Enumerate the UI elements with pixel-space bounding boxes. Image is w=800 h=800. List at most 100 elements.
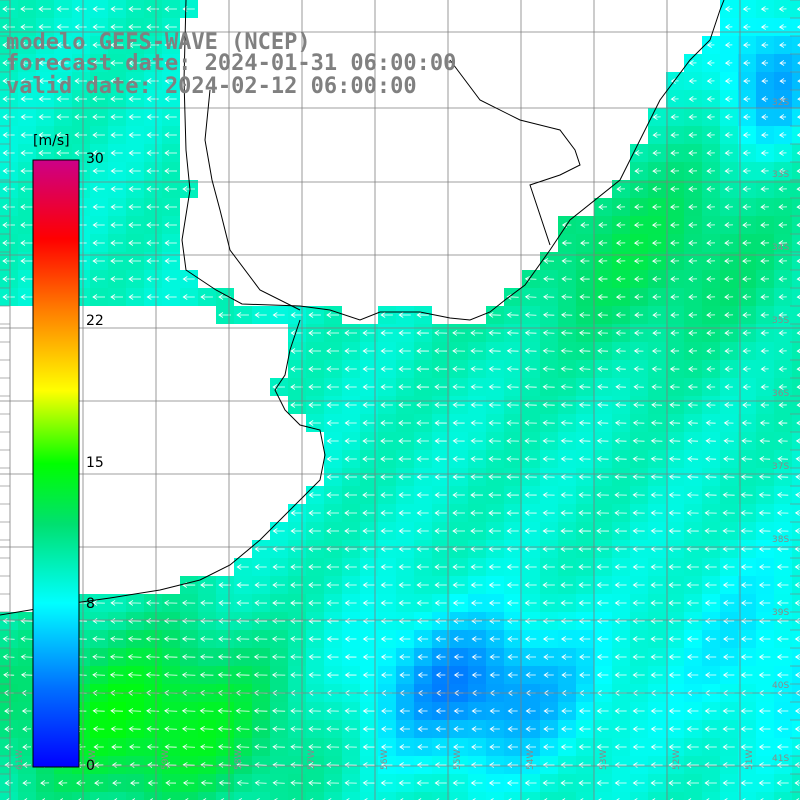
wind-arrow (542, 420, 555, 426)
wind-arrow (2, 114, 15, 120)
wind-arrow (471, 672, 482, 678)
wind-arrow (326, 654, 339, 660)
wind-arrow (92, 708, 105, 714)
wind-arrow (688, 348, 697, 354)
wind-arrow (2, 276, 15, 282)
wind-arrow (597, 384, 609, 390)
wind-arrow (163, 654, 178, 660)
wind-arrow (632, 744, 645, 750)
wind-cell (792, 414, 800, 432)
wind-arrow (59, 798, 64, 800)
wind-arrow (24, 798, 28, 800)
wind-arrow (22, 726, 32, 732)
wind-arrow (398, 348, 411, 354)
latitude-label: 41S (772, 754, 789, 764)
wind-arrow (742, 366, 751, 372)
wind-arrow (380, 474, 393, 480)
wind-arrow (632, 762, 645, 768)
wind-arrow (651, 240, 662, 246)
wind-arrow (146, 168, 159, 174)
wind-arrow (380, 744, 393, 750)
wind-arrow (434, 762, 447, 768)
wind-arrow (742, 384, 751, 390)
wind-arrow (92, 150, 105, 156)
wind-arrow (670, 240, 680, 246)
wind-arrow (686, 744, 699, 750)
wind-arrow (344, 762, 357, 768)
wind-arrow (668, 636, 681, 642)
wind-arrow (398, 420, 412, 426)
wind-arrow (704, 510, 717, 516)
wind-arrow (308, 600, 321, 606)
wind-cell (792, 378, 800, 396)
wind-arrow (688, 186, 698, 192)
wind-arrow (399, 654, 411, 660)
wind-arrow (598, 222, 608, 228)
wind-arrow (650, 708, 663, 714)
wind-arrow (199, 726, 214, 732)
wind-arrow (650, 474, 663, 480)
wind-arrow (470, 762, 483, 768)
wind-arrow (741, 600, 753, 606)
wind-arrow (579, 654, 591, 660)
wind-arrow (416, 402, 430, 408)
wind-arrow (290, 600, 304, 606)
wind-arrow (776, 672, 789, 678)
wind-arrow (110, 204, 123, 210)
wind-arrow (2, 78, 15, 84)
wind-arrow (578, 780, 591, 786)
wind-arrow (488, 474, 501, 480)
wind-arrow (20, 150, 33, 156)
wind-arrow (795, 492, 800, 498)
wind-arrow (128, 204, 141, 210)
wind-arrow (760, 186, 769, 192)
wind-arrow (20, 78, 33, 84)
wind-arrow (632, 726, 645, 732)
wind-arrow (742, 168, 751, 174)
wind-arrow (326, 672, 339, 678)
wind-arrow (578, 348, 591, 354)
wind-arrow (778, 6, 787, 12)
wind-cell (792, 792, 800, 800)
wind-arrow (560, 474, 573, 480)
wind-arrow (41, 798, 46, 800)
wind-arrow (128, 294, 141, 300)
wind-arrow (95, 798, 100, 800)
wind-cell (18, 792, 36, 800)
wind-arrow (652, 330, 661, 336)
wind-arrow (779, 42, 787, 48)
wind-arrow (758, 744, 771, 750)
wind-arrow (670, 330, 679, 336)
wind-arrow (4, 726, 14, 732)
wind-arrow (362, 762, 375, 768)
wind-arrow (417, 744, 429, 750)
wind-arrow (669, 366, 680, 372)
wind-arrow (452, 780, 465, 786)
wind-arrow (760, 204, 769, 210)
wind-arrow (758, 654, 771, 660)
wind-arrow (578, 582, 591, 588)
wind-arrow (236, 618, 250, 624)
longitude-label: 60W (88, 750, 98, 770)
wind-arrow (668, 528, 681, 534)
wind-arrow (236, 600, 249, 606)
wind-arrow (74, 6, 87, 12)
wind-arrow (688, 294, 698, 300)
wind-cell (792, 180, 800, 198)
wind-arrow (670, 114, 679, 120)
wind-arrow (470, 420, 483, 426)
wind-cell (792, 36, 800, 54)
coastline-south (0, 319, 326, 616)
latitude-label: 38S (772, 535, 789, 545)
wind-arrow (758, 708, 771, 714)
wind-arrow (524, 762, 537, 768)
wind-arrow (344, 582, 357, 588)
wind-arrow (743, 78, 751, 84)
wind-arrow (776, 618, 789, 624)
wind-arrow (272, 618, 286, 624)
wind-arrow (506, 438, 519, 444)
wind-arrow (506, 330, 519, 336)
wind-arrow (470, 330, 483, 336)
wind-arrow (362, 348, 375, 354)
